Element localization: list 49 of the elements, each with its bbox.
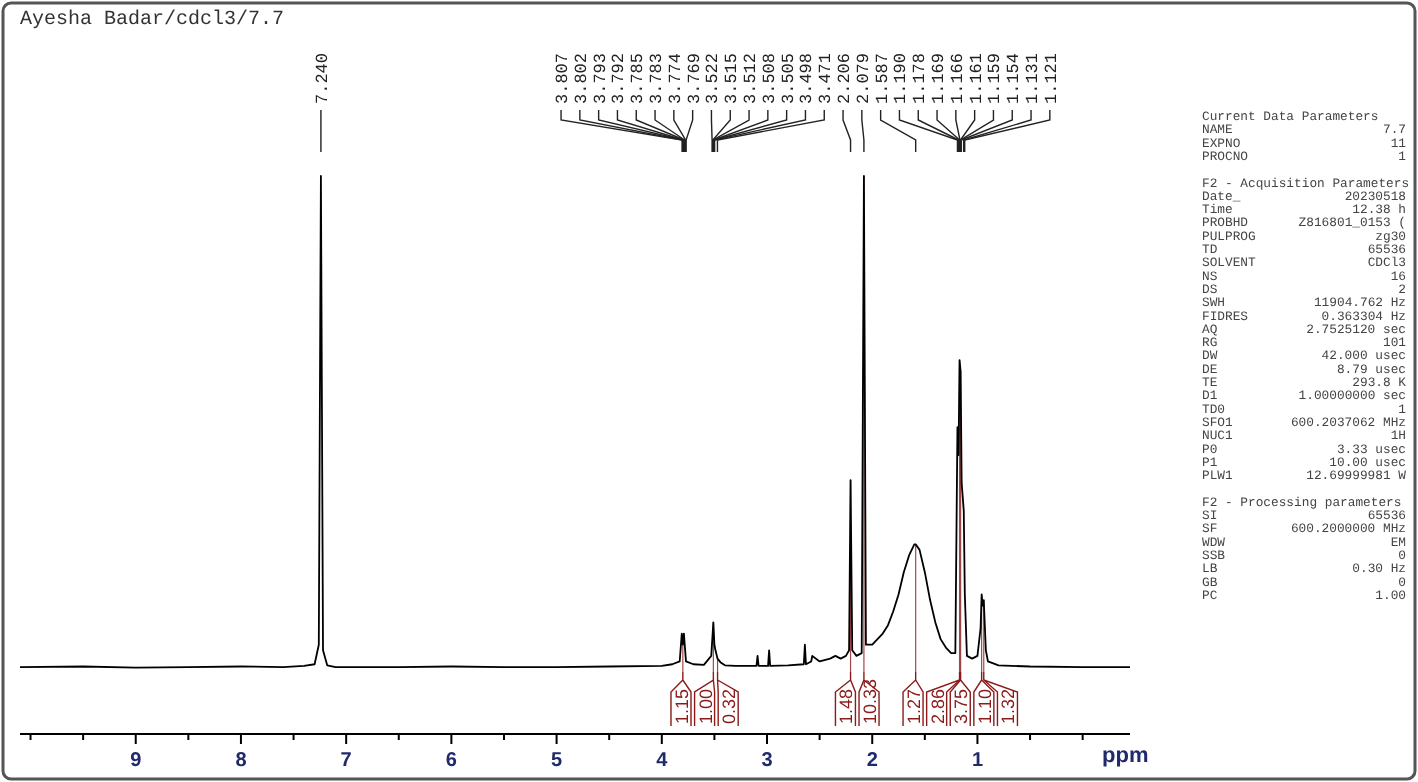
annotation: 3.793 bbox=[590, 52, 611, 104]
annotation: 1.161 bbox=[966, 52, 987, 104]
annotation: 1.169 bbox=[929, 52, 950, 104]
annotation: 1.00 bbox=[695, 688, 716, 724]
x-tick-label: 8 bbox=[235, 750, 248, 773]
annotation: 2.206 bbox=[835, 52, 856, 104]
annotation: 1.32 bbox=[998, 688, 1019, 724]
annotation: 3.512 bbox=[741, 52, 762, 104]
annotation: 3.807 bbox=[553, 52, 574, 104]
x-axis-title: ppm bbox=[1102, 744, 1149, 768]
x-tick-label: 1 bbox=[971, 750, 984, 773]
annotation: 1.587 bbox=[872, 52, 893, 104]
x-tick-label: 2 bbox=[866, 750, 879, 773]
annotation: 3.75 bbox=[951, 688, 972, 724]
annotation: 3.774 bbox=[665, 52, 686, 104]
x-tick-label: 6 bbox=[445, 750, 458, 773]
x-tick-label: 4 bbox=[656, 750, 669, 773]
annotation: 1.27 bbox=[904, 688, 925, 724]
annotation: 3.802 bbox=[571, 52, 592, 104]
annotation: 1.154 bbox=[1004, 52, 1025, 104]
annotation: 3.471 bbox=[816, 52, 837, 104]
annotation: 3.515 bbox=[722, 52, 743, 104]
annotation: 10.33 bbox=[860, 678, 881, 724]
annotation: 1.121 bbox=[1041, 52, 1062, 104]
x-tick-label: 9 bbox=[130, 750, 143, 773]
annotation: 1.166 bbox=[947, 52, 968, 104]
annotation: 3.522 bbox=[703, 52, 724, 104]
annotation: 1.48 bbox=[836, 688, 857, 724]
annotation: 2.079 bbox=[853, 52, 874, 104]
annotation: 3.769 bbox=[684, 52, 705, 104]
annotation: 1.10 bbox=[974, 688, 995, 724]
annotation: 3.783 bbox=[647, 52, 668, 104]
annotation: 0.32 bbox=[719, 688, 740, 724]
annotation: 3.498 bbox=[797, 52, 818, 104]
annotation: 1.159 bbox=[985, 52, 1006, 104]
x-tick-label: 5 bbox=[551, 750, 564, 773]
annotation: 3.508 bbox=[759, 52, 780, 104]
annotation: 2.86 bbox=[927, 688, 948, 724]
annotation: 3.792 bbox=[609, 52, 630, 104]
annotation: 1.178 bbox=[910, 52, 931, 104]
x-tick-label: 7 bbox=[340, 750, 353, 773]
annotation: 7.240 bbox=[312, 52, 333, 104]
annotation: 1.131 bbox=[1023, 52, 1044, 104]
annotation: 3.505 bbox=[778, 52, 799, 104]
annotation: 1.15 bbox=[671, 688, 692, 724]
chart-title: Ayesha Badar/cdcl3/7.7 bbox=[20, 8, 285, 32]
annotation: 1.190 bbox=[891, 52, 912, 104]
x-tick-label: 3 bbox=[761, 750, 774, 773]
annotation: 3.785 bbox=[628, 52, 649, 104]
